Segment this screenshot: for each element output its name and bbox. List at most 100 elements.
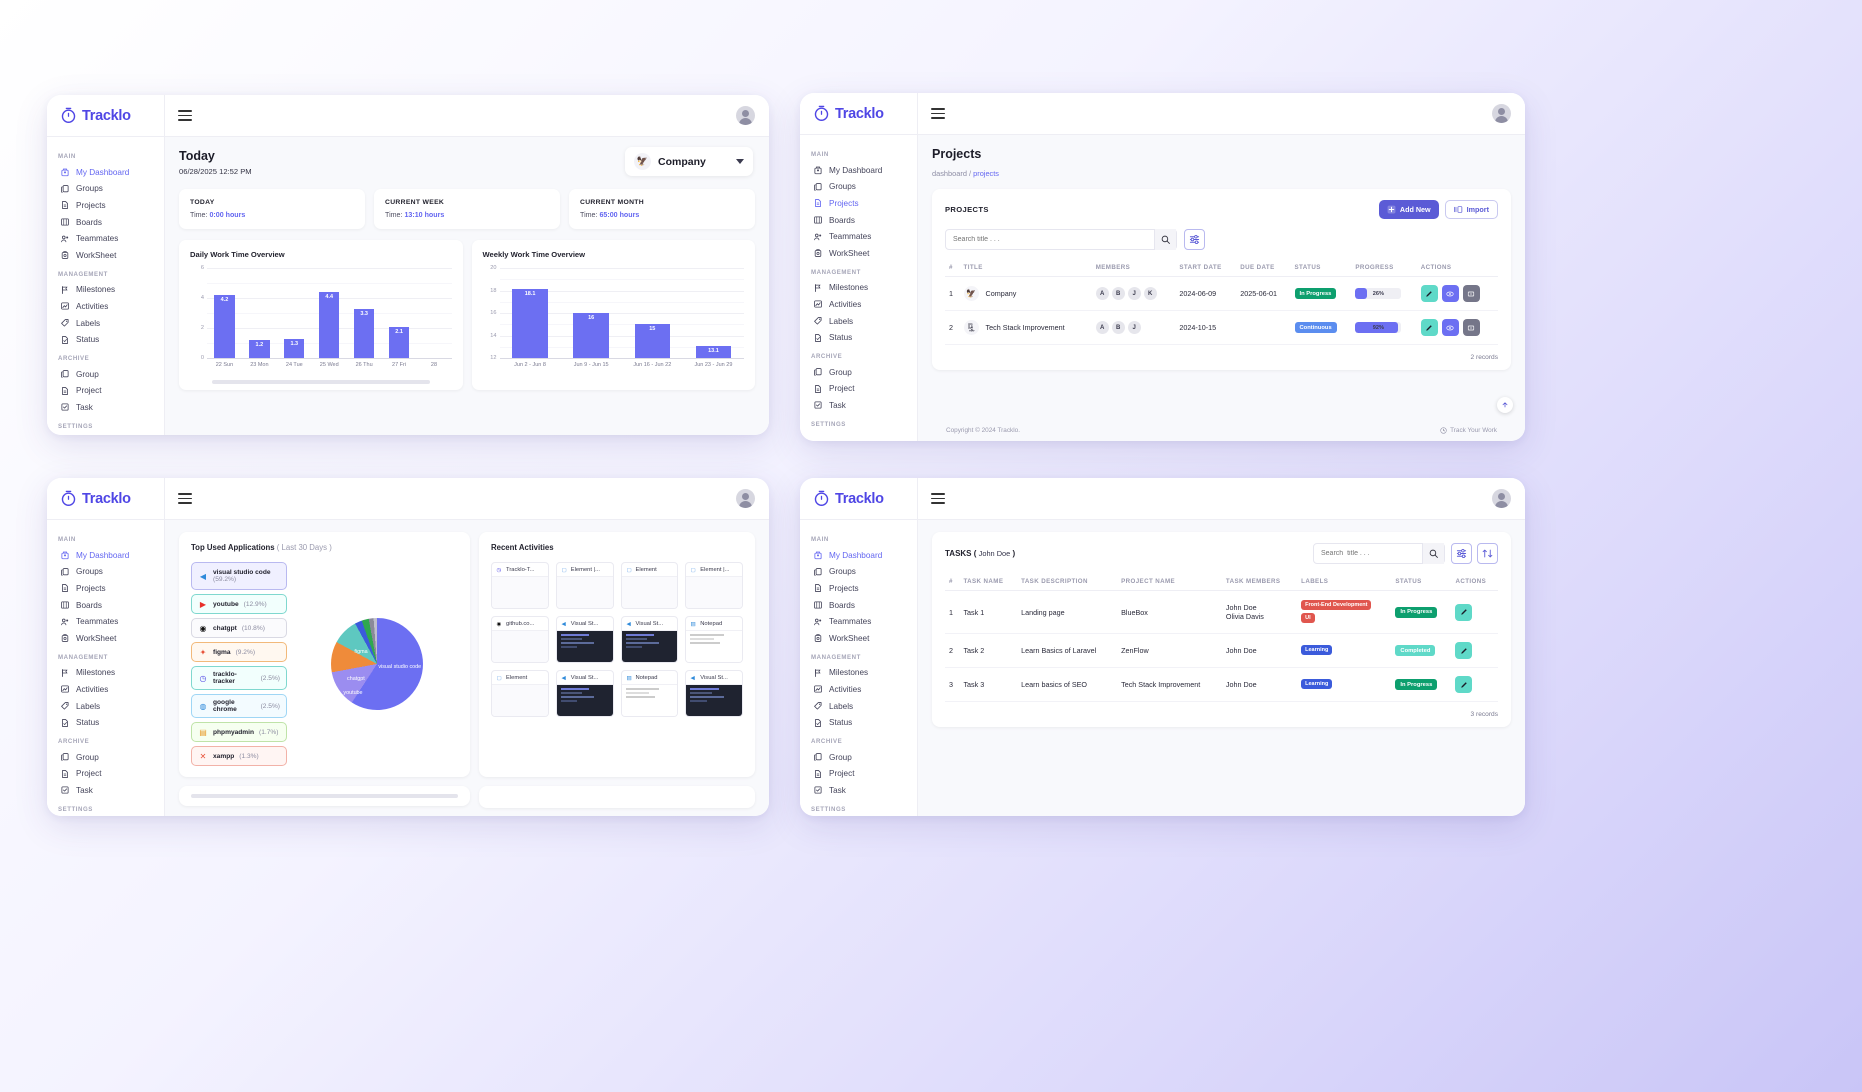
sidebar-item-activities[interactable]: Activities [47, 681, 164, 698]
tasks-sort-button[interactable] [1477, 543, 1498, 564]
sidebar-item-labels[interactable]: Labels [800, 313, 917, 330]
brand-logo[interactable]: Tracklo [47, 95, 165, 136]
app-usage-item[interactable]: ✦ figma (9.2%) [191, 642, 287, 662]
sidebar-item-task[interactable]: Task [800, 782, 917, 799]
edit-button[interactable] [1420, 319, 1438, 336]
sidebar-item-labels[interactable]: Labels [47, 315, 164, 332]
sidebar-item-my-dashboard[interactable]: My Dashboard [800, 547, 917, 564]
tasks-search-button[interactable] [1422, 543, 1444, 564]
tasks-filter-button[interactable] [1451, 543, 1472, 564]
app-usage-item[interactable]: ◀ visual studio code (59.2%) [191, 562, 287, 590]
search-button[interactable] [1154, 229, 1176, 250]
app-usage-item[interactable]: ◍ google chrome (2.5%) [191, 694, 287, 718]
sidebar-item-projects[interactable]: Projects [800, 195, 917, 212]
search-input[interactable] [946, 236, 1154, 243]
view-button[interactable] [1441, 285, 1459, 302]
sidebar-item-project[interactable]: Project [47, 383, 164, 400]
sidebar-item-boards[interactable]: Boards [800, 597, 917, 614]
sidebar-item-my-dashboard[interactable]: My Dashboard [47, 547, 164, 564]
sidebar-item-groups[interactable]: Groups [47, 181, 164, 198]
member-avatar[interactable]: J [1127, 287, 1141, 300]
sidebar-item-group[interactable]: Group [800, 749, 917, 766]
edit-button[interactable] [1420, 285, 1438, 302]
bar[interactable]: 16 [573, 313, 609, 358]
add-new-button[interactable]: Add New [1378, 200, 1439, 219]
sidebar-item-my-dashboard[interactable]: My Dashboard [47, 164, 164, 181]
bar[interactable]: 4.4 [319, 292, 340, 358]
member-avatar[interactable]: B [1111, 321, 1125, 334]
member-avatar[interactable]: B [1111, 287, 1125, 300]
table-row[interactable]: 2 Task 2 Learn Basics of Laravel ZenFlow Joh… [945, 633, 1498, 668]
activity-card[interactable]: ◀ Visual St... [555, 670, 614, 717]
sidebar-item-worksheet[interactable]: WorkSheet [47, 247, 164, 264]
chart-scrollbar[interactable] [212, 380, 430, 384]
edit-button[interactable] [1455, 642, 1473, 659]
activity-card[interactable]: ◉ github.co... [491, 616, 549, 663]
sidebar-item-group[interactable]: Group [800, 364, 917, 381]
bar[interactable]: 13.1 [695, 345, 732, 358]
sidebar-item-activities[interactable]: Activities [800, 296, 917, 313]
app-usage-item[interactable]: ▤ phpmyadmin (1.7%) [191, 722, 287, 742]
member-avatar[interactable]: J [1127, 321, 1141, 334]
sidebar-item-boards[interactable]: Boards [47, 214, 164, 231]
menu-toggle-button[interactable] [178, 493, 192, 504]
activity-card[interactable]: ▤ Notepad [620, 670, 679, 717]
bar[interactable]: 18.1 [512, 289, 548, 358]
sidebar-item-activities[interactable]: Activities [800, 681, 917, 698]
company-selector[interactable]: 🦅 Company [625, 147, 753, 176]
table-row[interactable]: 1 🦅 Company A B J K 2024-06-09 2025-06-01 In Prog… [945, 276, 1498, 311]
sidebar-item-milestones[interactable]: Milestones [800, 665, 917, 682]
activity-card[interactable]: ◀ Visual St... [620, 616, 679, 663]
breadcrumb-parent[interactable]: dashboard [932, 169, 967, 178]
brand-logo[interactable]: Tracklo [800, 478, 918, 519]
activity-card[interactable]: ▢ Element [491, 670, 549, 717]
activity-card[interactable]: ◀ Visual St... [685, 670, 743, 717]
activity-card[interactable]: ▢ Element |... [685, 562, 743, 609]
bar[interactable]: 3.3 [354, 308, 375, 358]
sidebar-item-groups[interactable]: Groups [800, 179, 917, 196]
brand-logo[interactable]: Tracklo [47, 478, 165, 519]
sidebar-item-teammates[interactable]: Teammates [47, 230, 164, 247]
sidebar-item-groups[interactable]: Groups [47, 564, 164, 581]
menu-toggle-button[interactable] [931, 108, 945, 119]
sidebar-item-boards[interactable]: Boards [47, 597, 164, 614]
edit-button[interactable] [1455, 676, 1473, 693]
sidebar-item-milestones[interactable]: Milestones [800, 280, 917, 297]
bar[interactable]: 15 [634, 324, 671, 358]
import-button[interactable]: Import [1444, 200, 1498, 219]
edit-button[interactable] [1455, 603, 1473, 621]
tasks-search-input[interactable] [1314, 550, 1422, 557]
sidebar-item-worksheet[interactable]: WorkSheet [47, 630, 164, 647]
user-avatar[interactable] [736, 106, 755, 125]
activity-card[interactable]: ▤ Notepad [685, 616, 743, 663]
bar[interactable]: 4.2 [214, 295, 235, 358]
activity-card[interactable]: ◀ Visual St... [555, 616, 614, 663]
menu-toggle-button[interactable] [178, 110, 192, 121]
user-avatar[interactable] [1492, 489, 1511, 508]
sidebar-item-status[interactable]: Status [47, 331, 164, 348]
search-box[interactable] [945, 229, 1177, 250]
sidebar-item-project[interactable]: Project [47, 766, 164, 783]
user-avatar[interactable] [736, 489, 755, 508]
archive-button[interactable] [1462, 285, 1480, 302]
sidebar-item-my-dashboard[interactable]: My Dashboard [800, 162, 917, 179]
table-row[interactable]: 1 Task 1 Landing page BlueBox John Doe Olivi… [945, 590, 1498, 634]
filter-button[interactable] [1184, 229, 1205, 250]
sidebar-item-task[interactable]: Task [800, 397, 917, 414]
apps-scrollbar[interactable] [191, 794, 458, 798]
sidebar-item-task[interactable]: Task [47, 399, 164, 416]
sidebar-item-activities[interactable]: Activities [47, 298, 164, 315]
sidebar-item-task[interactable]: Task [47, 782, 164, 799]
sidebar-item-projects[interactable]: Projects [800, 580, 917, 597]
menu-toggle-button[interactable] [931, 493, 945, 504]
sidebar-item-teammates[interactable]: Teammates [800, 613, 917, 630]
sidebar-item-milestones[interactable]: Milestones [47, 282, 164, 299]
bar[interactable]: 1.2 [249, 340, 270, 358]
table-row[interactable]: 3 Task 3 Learn basics of SEO Tech Stack Imp… [945, 667, 1498, 702]
sidebar-item-labels[interactable]: Labels [800, 698, 917, 715]
app-usage-item[interactable]: ◉ chatgpt (10.8%) [191, 618, 287, 638]
bar[interactable]: 2.1 [388, 326, 410, 358]
activity-card[interactable]: ▢ Element [620, 562, 679, 609]
view-button[interactable] [1441, 319, 1459, 336]
sidebar-item-worksheet[interactable]: WorkSheet [800, 245, 917, 262]
